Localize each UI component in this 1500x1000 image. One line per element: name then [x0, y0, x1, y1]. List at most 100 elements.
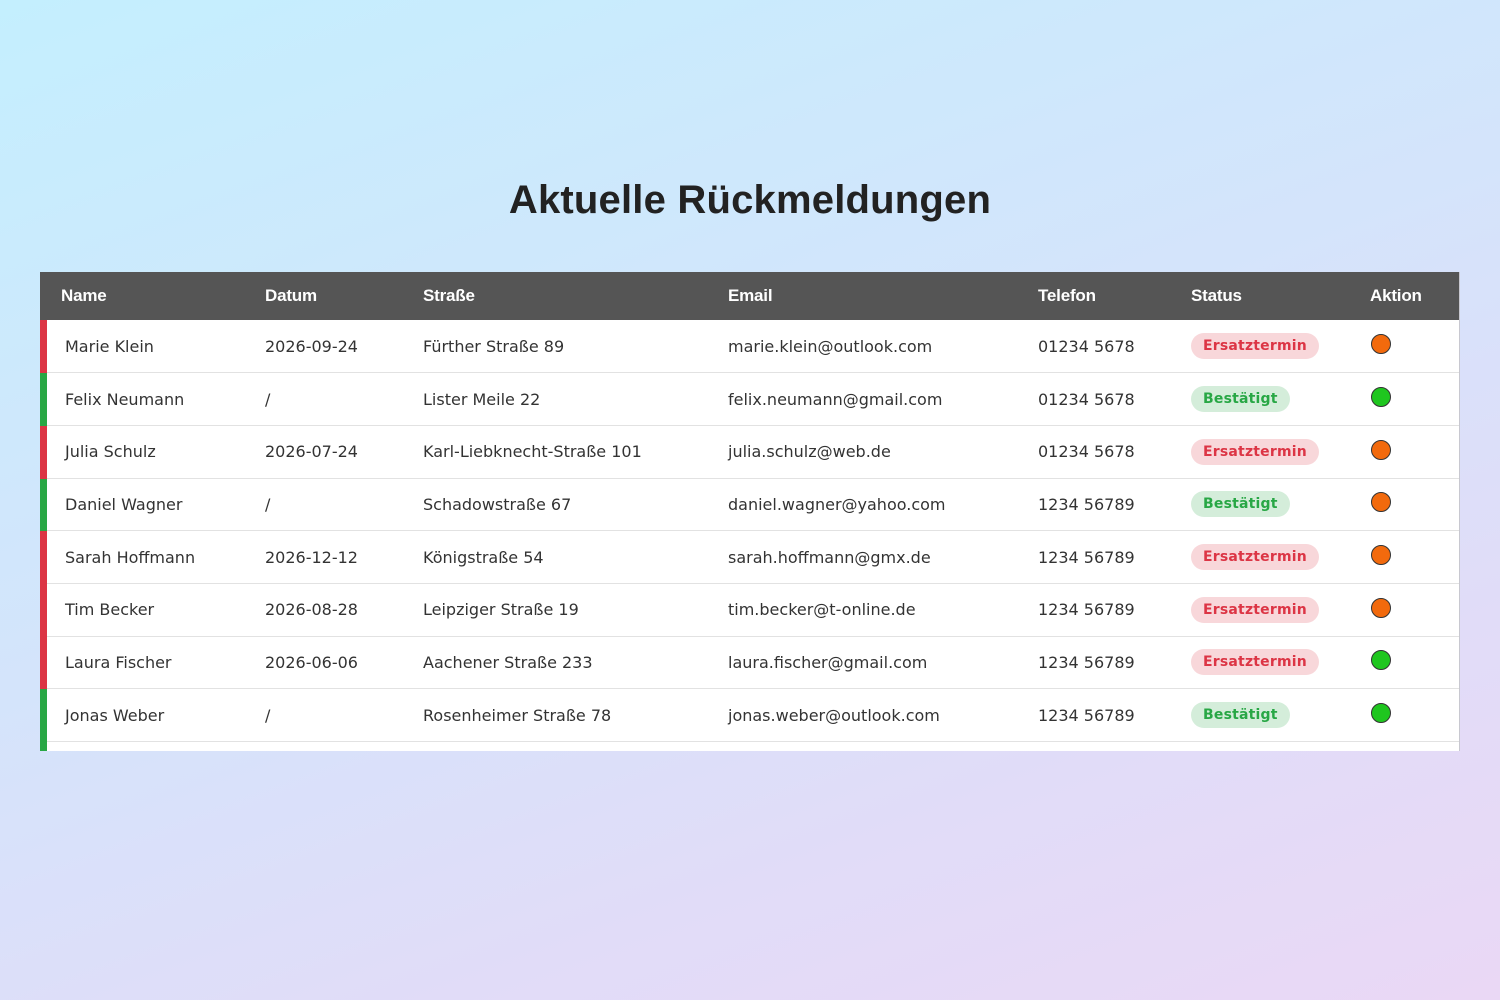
cell-aktion — [1370, 425, 1459, 478]
header-name: Name — [61, 286, 107, 305]
status-dot-orange-icon[interactable] — [1371, 334, 1391, 355]
cell-datum: 2026-08-28 — [265, 600, 358, 620]
name-text: Julia Schulz — [65, 442, 156, 462]
cell-datum: 2026-07-24 — [265, 442, 358, 462]
cell-strasse: Rosenheimer Straße 78 — [423, 705, 612, 725]
cell-aktion — [1370, 636, 1459, 689]
cell-name: Daniel Wagner — [40, 478, 265, 532]
header-email: Email — [728, 286, 773, 305]
cell-status: Ersatztermin — [1191, 320, 1370, 373]
status-badge: Ersatztermin — [1191, 438, 1319, 465]
table-header-row: Name Datum Straße Email Telefon Status A… — [40, 272, 1459, 320]
cell-status: Bestätigt — [1191, 478, 1370, 531]
cell-aktion — [1370, 531, 1459, 584]
cell-status: Ersatztermin — [1191, 636, 1370, 689]
cell-datum: / — [265, 705, 271, 725]
feedback-table: Name Datum Straße Email Telefon Status A… — [40, 272, 1459, 751]
status-badge: Ersatztermin — [1191, 649, 1319, 676]
cell-email: sarah.hoffmann@gmx.de — [728, 547, 931, 567]
page-title: Aktuelle Rückmeldungen — [508, 178, 992, 222]
table-row: Daniel Wagner / Schadowstraße 67 daniel.wag… — [40, 478, 1459, 532]
cell-name: Marie Klein — [40, 320, 265, 374]
status-dot-green-icon[interactable] — [1371, 703, 1391, 724]
cell-telefon: 1234 56789 — [1038, 600, 1135, 620]
cell-strasse: Leipziger Straße 19 — [423, 600, 579, 620]
cell-aktion — [1370, 320, 1459, 373]
cell-strasse: Aachener Straße 233 — [423, 652, 593, 672]
cell-telefon: 1234 56789 — [1038, 652, 1135, 672]
row-status-indicator — [40, 742, 47, 751]
name-text: Tim Becker — [65, 600, 155, 620]
cell-datum: 2026-12-12 — [265, 547, 358, 567]
name-text: Felix Neumann — [65, 389, 185, 409]
status-badge: Bestätigt — [1191, 491, 1290, 518]
status-dot-green-icon[interactable] — [1371, 387, 1391, 408]
status-dot-orange-icon[interactable] — [1371, 545, 1391, 566]
table-row-partial — [40, 741, 1459, 751]
cell-datum: / — [265, 389, 271, 409]
cell-name: Jonas Weber — [40, 689, 265, 743]
cell-name: Julia Schulz — [40, 425, 265, 480]
table-row: Jonas Weber / Rosenheimer Straße 78 jonas.w… — [40, 688, 1459, 743]
cell-telefon: 01234 5678 — [1038, 389, 1135, 409]
status-dot-green-icon[interactable] — [1371, 650, 1391, 671]
header-telefon: Telefon — [1038, 286, 1096, 305]
table-body: Marie Klein 2026-09-24 Fürther Straße 89 ma… — [40, 320, 1459, 751]
cell-email: felix.neumann@gmail.com — [728, 389, 943, 409]
cell-aktion — [1370, 373, 1459, 426]
row-status-indicator — [40, 531, 47, 585]
cell-strasse: Königstraße 54 — [423, 547, 544, 567]
cell-telefon: 1234 56789 — [1038, 494, 1135, 514]
cell-datum: 2026-06-06 — [265, 652, 358, 672]
cell-telefon: 01234 5678 — [1038, 336, 1135, 356]
feedback-table-container[interactable]: Name Datum Straße Email Telefon Status A… — [40, 272, 1460, 751]
name-text: Jonas Weber — [65, 705, 165, 725]
cell-aktion — [1370, 689, 1459, 742]
name-text: Sarah Hoffmann — [65, 547, 196, 567]
header-aktion: Aktion — [1370, 286, 1422, 305]
status-dot-orange-icon[interactable] — [1371, 439, 1391, 460]
row-status-indicator — [40, 583, 47, 638]
cell-telefon: 01234 5678 — [1038, 442, 1135, 462]
cell-strasse: Karl-Liebknecht-Straße 101 — [423, 442, 642, 462]
table-row: Felix Neumann / Lister Meile 22 felix.neuma… — [40, 372, 1459, 427]
cell-aktion — [1370, 478, 1459, 531]
cell-email: laura.fischer@gmail.com — [728, 652, 928, 672]
status-badge: Bestätigt — [1191, 386, 1290, 413]
cell-email: marie.klein@outlook.com — [728, 336, 933, 356]
cell-email: julia.schulz@web.de — [728, 442, 891, 462]
cell-strasse: Schadowstraße 67 — [423, 494, 572, 514]
cell-telefon: 1234 56789 — [1038, 547, 1135, 567]
cell-status: Ersatztermin — [1191, 583, 1370, 636]
cell-status: Bestätigt — [1191, 689, 1370, 742]
cell-email: daniel.wagner@yahoo.com — [728, 494, 946, 514]
cell-datum: / — [265, 494, 271, 514]
row-status-indicator — [40, 425, 47, 480]
cell-name: Sarah Hoffmann — [40, 531, 265, 585]
header-status: Status — [1191, 286, 1242, 305]
header-strasse: Straße — [423, 286, 475, 305]
row-status-indicator — [40, 636, 47, 690]
cell-aktion — [1370, 583, 1459, 636]
cell-name: Laura Fischer — [40, 636, 265, 690]
table-row: Sarah Hoffmann 2026-12-12 Königstraße 54 sa… — [40, 530, 1459, 585]
cell-datum: 2026-09-24 — [265, 336, 358, 356]
cell-email: tim.becker@t-online.de — [728, 600, 916, 620]
cell-partial — [40, 742, 1459, 751]
row-status-indicator — [40, 320, 47, 374]
status-badge: Bestätigt — [1191, 702, 1290, 729]
status-dot-orange-icon[interactable] — [1371, 597, 1391, 618]
name-text: Daniel Wagner — [65, 494, 183, 514]
status-badge: Ersatztermin — [1191, 333, 1319, 360]
cell-name: Felix Neumann — [40, 373, 265, 427]
row-status-indicator — [40, 373, 47, 427]
cell-strasse: Fürther Straße 89 — [423, 336, 565, 356]
table-row: Tim Becker 2026-08-28 Leipziger Straße 19 t… — [40, 583, 1459, 638]
row-status-indicator — [40, 478, 47, 532]
cell-email: jonas.weber@outlook.com — [728, 705, 940, 725]
table-row: Marie Klein 2026-09-24 Fürther Straße 89 ma… — [40, 320, 1459, 374]
cell-telefon: 1234 56789 — [1038, 705, 1135, 725]
status-dot-orange-icon[interactable] — [1371, 492, 1391, 513]
cell-name: Tim Becker — [40, 583, 265, 638]
cell-status: Ersatztermin — [1191, 531, 1370, 584]
